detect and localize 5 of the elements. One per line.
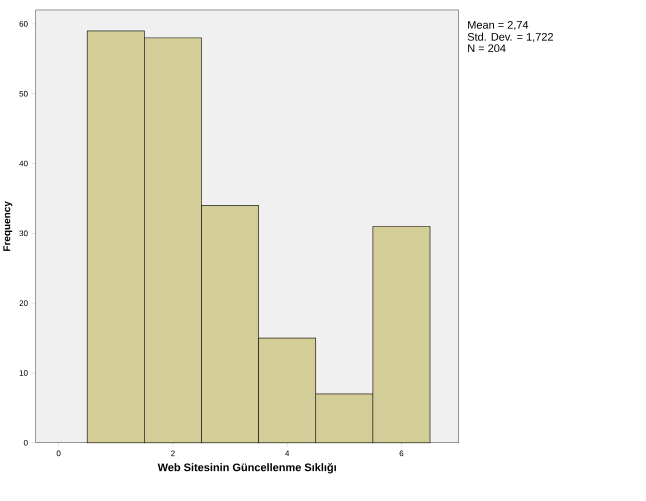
text: Mean = 2,74 — [468, 21, 528, 30]
text: Std. Dev. = 1,722 — [468, 32, 553, 42]
x-axis-title: Web Sitesinin Güncellenme Sıklığı — [158, 463, 336, 474]
y-axis-title: Frequency — [3, 201, 12, 252]
text: N = 204 — [468, 44, 506, 52]
